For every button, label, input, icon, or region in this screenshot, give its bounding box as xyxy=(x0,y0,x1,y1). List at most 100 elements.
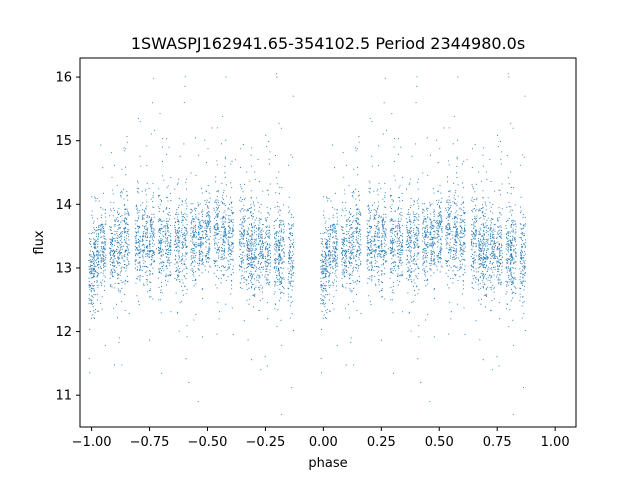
data-point xyxy=(110,210,112,212)
data-point xyxy=(475,281,477,283)
data-point xyxy=(345,202,347,204)
data-point xyxy=(481,258,483,260)
data-point xyxy=(399,220,401,222)
data-point xyxy=(184,200,186,202)
data-point xyxy=(398,267,400,270)
data-point xyxy=(383,225,385,227)
data-point xyxy=(327,235,329,237)
data-point xyxy=(193,260,196,262)
data-point xyxy=(358,199,361,201)
data-point xyxy=(99,224,102,226)
data-point xyxy=(346,282,348,284)
data-point xyxy=(165,234,167,236)
data-point xyxy=(460,245,462,247)
data-point xyxy=(243,276,245,279)
data-point xyxy=(249,235,251,237)
data-point xyxy=(229,248,231,250)
data-point xyxy=(118,290,120,292)
data-point xyxy=(461,196,463,198)
data-point xyxy=(383,201,385,203)
data-point xyxy=(135,278,137,280)
data-point xyxy=(213,207,215,209)
data-point xyxy=(355,220,357,222)
data-point xyxy=(166,225,168,227)
data-point xyxy=(205,254,207,256)
data-point xyxy=(352,246,354,248)
data-point xyxy=(114,264,116,267)
data-point xyxy=(98,225,100,227)
data-point xyxy=(94,239,96,241)
data-point xyxy=(230,251,233,253)
data-point xyxy=(353,245,355,247)
data-point xyxy=(475,245,477,247)
data-point xyxy=(390,249,392,251)
data-point xyxy=(323,270,325,272)
data-point xyxy=(418,245,420,247)
data-point xyxy=(471,197,473,199)
data-point xyxy=(162,210,165,212)
data-point xyxy=(182,253,184,255)
data-point xyxy=(385,213,387,215)
data-point xyxy=(472,186,474,188)
data-point xyxy=(409,236,411,238)
data-point xyxy=(89,242,91,244)
data-point xyxy=(118,341,120,343)
data-point xyxy=(398,266,400,268)
data-point xyxy=(227,259,229,262)
data-point xyxy=(342,232,344,234)
data-point xyxy=(141,249,143,251)
data-point xyxy=(104,285,106,287)
data-point xyxy=(128,264,130,266)
data-point xyxy=(104,258,106,260)
data-point xyxy=(124,208,126,210)
data-point xyxy=(240,186,242,188)
data-point xyxy=(123,266,125,269)
data-point xyxy=(345,251,348,253)
data-point xyxy=(97,250,99,252)
data-point xyxy=(418,247,420,249)
data-point xyxy=(117,214,120,216)
data-point xyxy=(158,242,160,244)
data-point xyxy=(422,258,424,260)
data-point xyxy=(329,256,331,259)
data-point xyxy=(194,256,196,258)
data-point xyxy=(415,275,417,277)
data-point xyxy=(409,249,411,251)
data-point xyxy=(337,265,339,267)
data-point xyxy=(147,291,149,293)
data-point xyxy=(90,259,92,261)
data-point xyxy=(181,247,183,250)
data-point xyxy=(440,222,442,224)
data-point xyxy=(95,294,97,296)
data-point xyxy=(323,284,325,286)
data-point xyxy=(174,277,176,280)
data-point xyxy=(200,263,202,265)
data-point xyxy=(227,232,229,234)
data-point xyxy=(320,266,322,268)
data-point xyxy=(159,207,161,210)
data-point xyxy=(225,257,228,259)
data-point xyxy=(91,283,93,285)
data-point xyxy=(472,236,474,238)
data-point xyxy=(460,248,463,250)
data-point xyxy=(227,276,229,278)
data-point xyxy=(413,241,415,243)
data-point xyxy=(425,265,427,268)
data-point xyxy=(124,279,126,281)
data-point xyxy=(477,279,480,281)
data-point xyxy=(201,289,203,291)
data-point xyxy=(478,253,480,256)
data-point xyxy=(88,298,90,300)
data-point xyxy=(164,242,166,244)
data-point xyxy=(178,255,180,257)
data-point xyxy=(246,280,248,282)
data-point xyxy=(139,265,141,267)
data-point xyxy=(463,228,466,230)
data-point xyxy=(431,260,433,262)
data-point xyxy=(218,257,220,259)
data-point xyxy=(480,248,482,250)
data-point xyxy=(357,240,359,242)
data-point xyxy=(378,284,380,286)
data-point xyxy=(142,218,144,220)
data-point xyxy=(438,239,440,241)
